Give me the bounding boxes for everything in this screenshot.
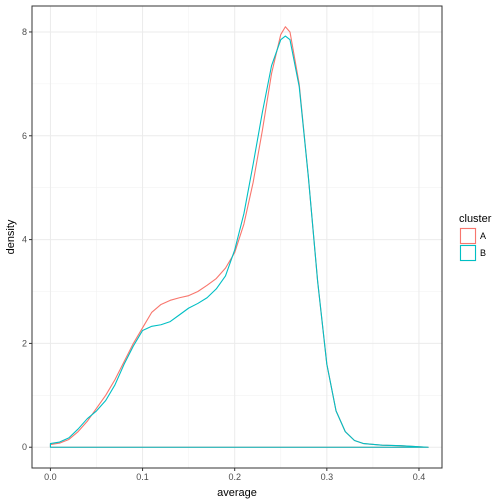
y-tick-label: 2 [22, 338, 27, 348]
density-line-b [49, 35, 429, 448]
plot-panel [31, 5, 443, 469]
legend-key-box [459, 244, 477, 262]
y-tick-label: 4 [22, 235, 27, 245]
x-axis-title: average [217, 487, 257, 499]
legend-label-a: A [480, 231, 486, 241]
legend-title: cluster [459, 213, 492, 225]
legend: cluster AB [459, 213, 492, 262]
panel-border [31, 5, 443, 469]
x-tick-label: 0.1 [136, 472, 149, 482]
legend-key-a [459, 227, 477, 245]
x-tick-label: 0.3 [321, 472, 334, 482]
y-axis-title: density [5, 219, 17, 254]
y-tick-label: 0 [22, 442, 27, 452]
x-tick-label: 0.4 [413, 472, 426, 482]
legend-key-b [459, 244, 477, 262]
panel-background [32, 6, 442, 468]
legend-label-b: B [480, 248, 486, 258]
legend-key-box [459, 227, 477, 245]
y-tick-label: 6 [22, 131, 27, 141]
x-tick-label: 0.0 [44, 472, 57, 482]
y-tick-label: 8 [22, 27, 27, 37]
x-tick-label: 0.2 [228, 472, 241, 482]
